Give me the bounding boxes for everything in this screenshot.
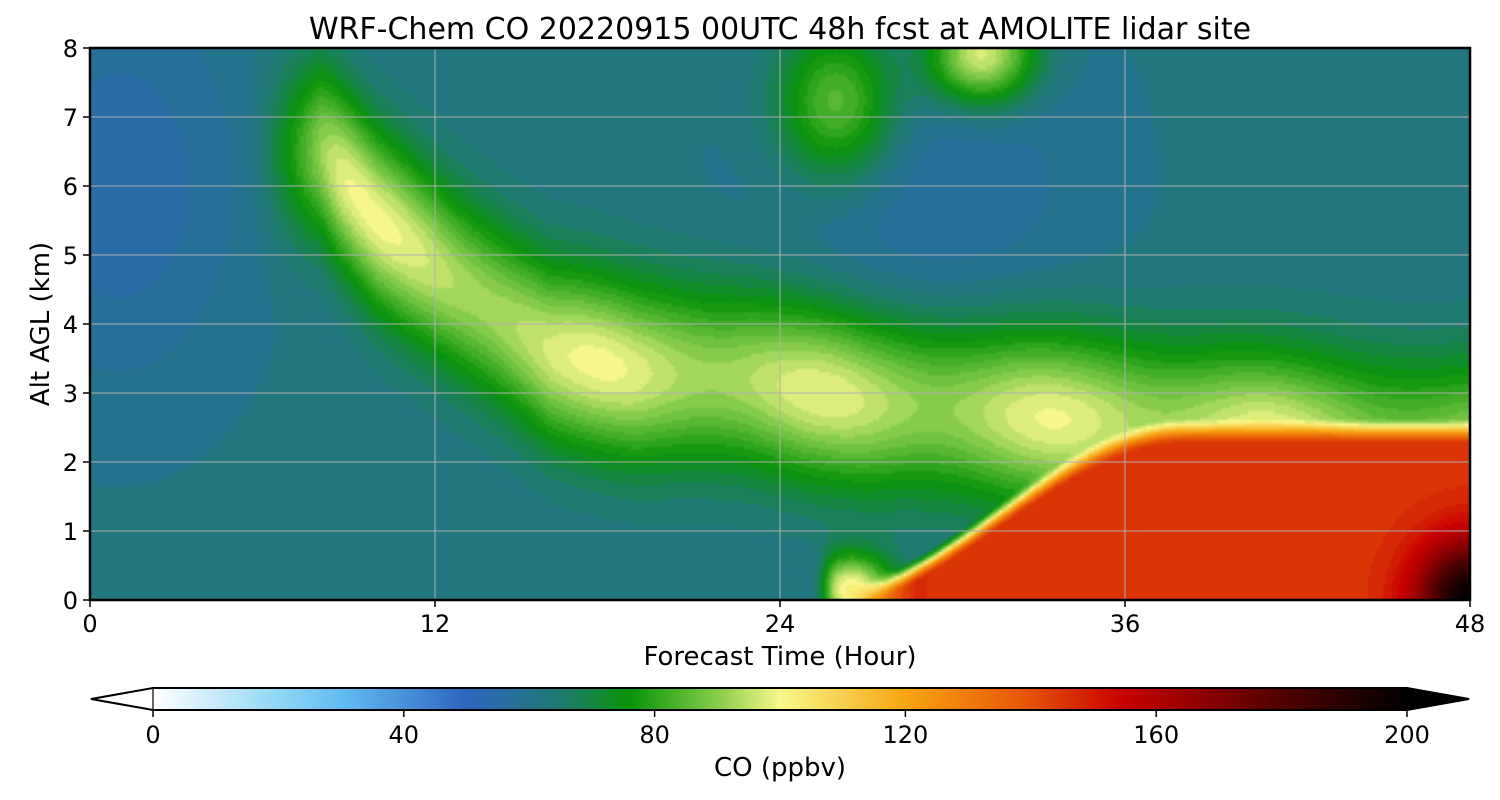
y-tick-label: 6 xyxy=(63,173,78,201)
x-tick-label: 24 xyxy=(765,610,796,638)
colorbar-tick-label: 0 xyxy=(145,721,160,749)
x-tick-label: 48 xyxy=(1455,610,1486,638)
x-tick-label: 36 xyxy=(1110,610,1141,638)
y-axis: 0 1 2 3 4 5 6 7 8 xyxy=(63,35,90,615)
y-tick-label: 4 xyxy=(63,311,78,339)
y-axis-label: Alt AGL (km) xyxy=(26,242,56,406)
colorbar-high-extension xyxy=(1406,687,1470,711)
plot-area xyxy=(90,48,1470,600)
y-tick-label: 0 xyxy=(63,587,78,615)
colorbar: 0 40 80 120 160 200 CO (ppbv) xyxy=(90,687,1470,783)
grid-lines xyxy=(90,48,1470,600)
y-tick-label: 5 xyxy=(63,242,78,270)
x-axis-label: Forecast Time (Hour) xyxy=(643,642,916,672)
y-tick-label: 1 xyxy=(63,518,78,546)
colorbar-tick-label: 80 xyxy=(639,721,670,749)
x-axis: 0 12 24 36 48 xyxy=(82,600,1485,638)
colorbar-ticks: 0 40 80 120 160 200 xyxy=(145,710,1430,749)
chart-title: WRF-Chem CO 20220915 00UTC 48h fcst at A… xyxy=(309,12,1251,47)
colorbar-tick-label: 200 xyxy=(1384,721,1430,749)
y-tick-label: 7 xyxy=(63,104,78,132)
y-tick-label: 8 xyxy=(63,35,78,63)
colorbar-tick-label: 160 xyxy=(1133,721,1179,749)
x-tick-label: 12 xyxy=(420,610,451,638)
colorbar-tick-label: 120 xyxy=(882,721,928,749)
colorbar-label: CO (ppbv) xyxy=(714,753,846,783)
colorbar-tick-label: 40 xyxy=(389,721,420,749)
x-tick-label: 0 xyxy=(82,610,97,638)
colorbar-low-extension xyxy=(90,687,154,711)
y-tick-label: 3 xyxy=(63,380,78,408)
colorbar-gradient xyxy=(153,688,1407,710)
y-tick-label: 2 xyxy=(63,449,78,477)
